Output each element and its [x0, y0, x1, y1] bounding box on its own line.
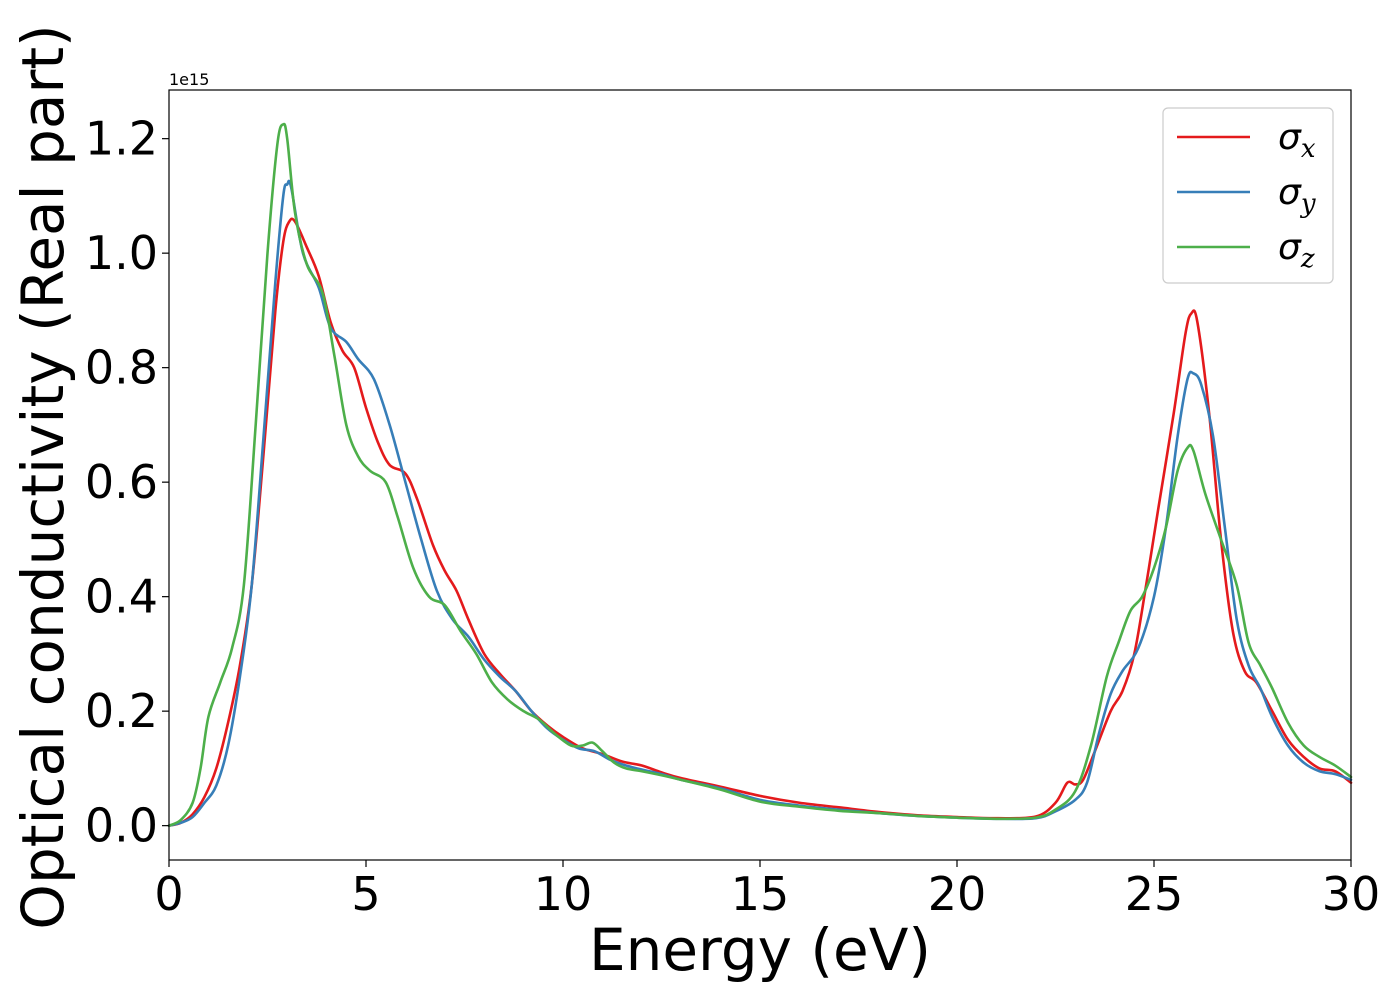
- legend-label-sigma-z: σz: [1278, 227, 1315, 274]
- x-tick-label: 0: [154, 867, 183, 921]
- x-tick-label: 30: [1322, 867, 1381, 921]
- x-tick-label: 25: [1125, 867, 1184, 921]
- y-axis-ticks: 0.0 0.2 0.4 0.6 0.8 1.0 1.2: [85, 112, 169, 853]
- y-tick-label: 0.0: [85, 799, 158, 853]
- legend-label-sigma-x: σx: [1278, 117, 1316, 164]
- legend-label-symbol: σ: [1278, 117, 1302, 158]
- y-axis-title: Optical conductivity (Real part): [9, 24, 77, 929]
- x-tick-label: 5: [351, 867, 380, 921]
- y-tick-label: 0.4: [85, 570, 158, 624]
- legend-box: [1162, 107, 1334, 284]
- x-tick-label: 10: [534, 867, 593, 921]
- legend-label-symbol: σ: [1278, 227, 1302, 268]
- legend-label-subscript: z: [1300, 244, 1315, 274]
- legend-label-subscript: y: [1300, 189, 1316, 219]
- x-tick-label: 20: [928, 867, 987, 921]
- series-layer: [167, 122, 1353, 827]
- x-tick-label: 15: [731, 867, 790, 921]
- x-axis-ticks: 0 5 10 15 20 25 30: [154, 860, 1380, 921]
- x-axis-title: Energy (eV): [589, 916, 931, 984]
- y-tick-label: 1.0: [85, 226, 158, 280]
- legend-label-subscript: x: [1301, 134, 1316, 164]
- y-tick-label: 1.2: [85, 112, 158, 166]
- legend-label-symbol: σ: [1278, 172, 1302, 213]
- y-axis-offset-label: 1e15: [169, 70, 209, 89]
- series-line-sigma-y: [167, 179, 1353, 827]
- y-tick-label: 0.2: [85, 684, 158, 738]
- y-tick-label: 0.8: [85, 341, 158, 395]
- series-line-sigma-z: [167, 122, 1353, 827]
- series-line-sigma-x: [167, 217, 1353, 827]
- legend-label-sigma-y: σy: [1278, 172, 1316, 219]
- y-tick-label: 0.6: [85, 455, 158, 509]
